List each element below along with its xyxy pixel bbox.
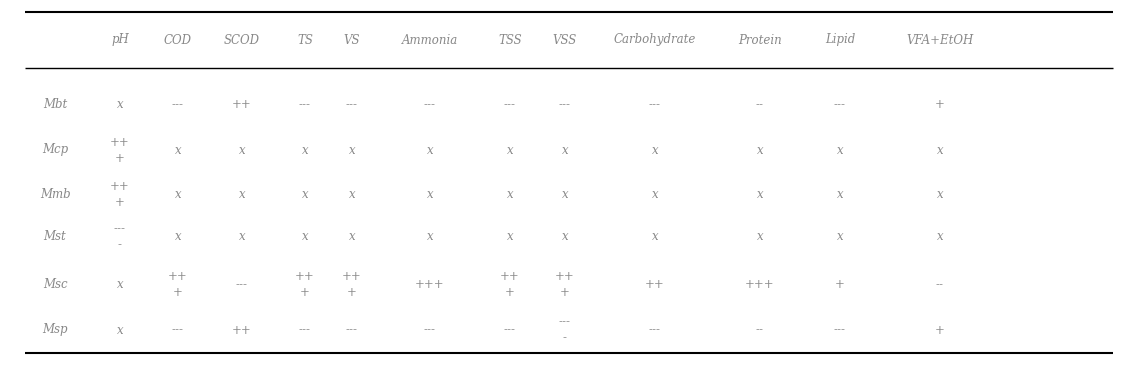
- Text: -: -: [118, 238, 122, 251]
- Text: x: x: [937, 188, 943, 201]
- Text: ---: ---: [559, 99, 571, 111]
- Text: ++: ++: [555, 270, 575, 284]
- Text: +++: +++: [415, 278, 445, 292]
- Text: ---: ---: [236, 278, 248, 292]
- Text: +++: +++: [745, 278, 775, 292]
- Text: x: x: [239, 231, 246, 243]
- Text: ---: ---: [424, 99, 436, 111]
- Text: VFA+EtOH: VFA+EtOH: [906, 34, 974, 46]
- Text: x: x: [652, 143, 658, 157]
- Text: Protein: Protein: [739, 34, 782, 46]
- Text: ++: ++: [110, 181, 130, 193]
- Text: ++: ++: [295, 270, 315, 284]
- Text: x: x: [836, 231, 843, 243]
- Text: ---: ---: [504, 323, 516, 337]
- Text: x: x: [757, 231, 764, 243]
- Text: x: x: [937, 143, 943, 157]
- Text: x: x: [652, 231, 658, 243]
- Text: ---: ---: [834, 323, 846, 337]
- Text: +: +: [115, 151, 125, 165]
- Text: x: x: [302, 188, 308, 201]
- Text: x: x: [239, 143, 246, 157]
- Text: +: +: [560, 287, 570, 300]
- Text: x: x: [302, 231, 308, 243]
- Text: Lipid: Lipid: [825, 34, 855, 46]
- Text: ---: ---: [172, 323, 184, 337]
- Text: ++: ++: [500, 270, 520, 284]
- Text: Msc: Msc: [43, 278, 67, 292]
- Text: TS: TS: [297, 34, 313, 46]
- Text: Mbt: Mbt: [43, 99, 67, 111]
- Text: ++: ++: [232, 323, 251, 337]
- Text: x: x: [757, 188, 764, 201]
- Text: ++: ++: [168, 270, 188, 284]
- Text: ---: ---: [649, 99, 661, 111]
- Text: Mcp: Mcp: [42, 143, 68, 157]
- Text: +: +: [115, 196, 125, 210]
- Text: -: -: [563, 331, 567, 345]
- Text: x: x: [562, 188, 568, 201]
- Text: ---: ---: [172, 99, 184, 111]
- Text: +: +: [300, 287, 310, 300]
- Text: pH: pH: [112, 34, 129, 46]
- Text: x: x: [652, 188, 658, 201]
- Text: TSS: TSS: [498, 34, 522, 46]
- Text: --: --: [935, 278, 945, 292]
- Text: +: +: [935, 99, 945, 111]
- Text: x: x: [427, 188, 434, 201]
- Text: ---: ---: [834, 99, 846, 111]
- Text: x: x: [302, 143, 308, 157]
- Text: SCOD: SCOD: [224, 34, 259, 46]
- Text: x: x: [239, 188, 246, 201]
- Text: ++: ++: [645, 278, 665, 292]
- Text: Msp: Msp: [42, 323, 68, 337]
- Text: ---: ---: [299, 323, 311, 337]
- Text: ---: ---: [424, 323, 436, 337]
- Text: Mst: Mst: [43, 231, 66, 243]
- Text: x: x: [757, 143, 764, 157]
- Text: x: x: [836, 188, 843, 201]
- Text: ---: ---: [346, 323, 358, 337]
- Text: ++: ++: [110, 135, 130, 149]
- Text: x: x: [506, 231, 513, 243]
- Text: x: x: [937, 231, 943, 243]
- Text: x: x: [427, 231, 434, 243]
- Text: VSS: VSS: [553, 34, 577, 46]
- Text: x: x: [117, 99, 123, 111]
- Text: x: x: [427, 143, 434, 157]
- Text: x: x: [175, 231, 181, 243]
- Text: +: +: [173, 287, 183, 300]
- Text: --: --: [756, 323, 764, 337]
- Text: Carbohydrate: Carbohydrate: [613, 34, 696, 46]
- Text: ++: ++: [232, 99, 251, 111]
- Text: Ammonia: Ammonia: [402, 34, 459, 46]
- Text: COD: COD: [164, 34, 192, 46]
- Text: +: +: [935, 323, 945, 337]
- Text: ---: ---: [504, 99, 516, 111]
- Text: +: +: [835, 278, 844, 292]
- Text: +: +: [347, 287, 357, 300]
- Text: ++: ++: [343, 270, 362, 284]
- Text: x: x: [506, 188, 513, 201]
- Text: +: +: [505, 287, 514, 300]
- Text: x: x: [562, 231, 568, 243]
- Text: ---: ---: [559, 315, 571, 328]
- Text: VS: VS: [344, 34, 361, 46]
- Text: x: x: [348, 188, 355, 201]
- Text: ---: ---: [114, 223, 126, 235]
- Text: x: x: [348, 231, 355, 243]
- Text: x: x: [562, 143, 568, 157]
- Text: x: x: [836, 143, 843, 157]
- Text: x: x: [117, 323, 123, 337]
- Text: x: x: [506, 143, 513, 157]
- Text: x: x: [175, 143, 181, 157]
- Text: x: x: [117, 278, 123, 292]
- Text: ---: ---: [346, 99, 358, 111]
- Text: ---: ---: [299, 99, 311, 111]
- Text: --: --: [756, 99, 764, 111]
- Text: x: x: [175, 188, 181, 201]
- Text: Mmb: Mmb: [40, 188, 71, 201]
- Text: ---: ---: [649, 323, 661, 337]
- Text: x: x: [348, 143, 355, 157]
